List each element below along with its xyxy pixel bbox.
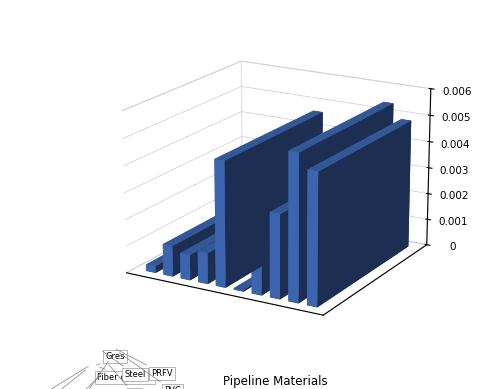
Text: Steel: Steel bbox=[102, 351, 146, 379]
Text: Gres: Gres bbox=[96, 352, 124, 365]
Text: PVC: PVC bbox=[120, 353, 181, 389]
Text: PP: PP bbox=[64, 361, 108, 389]
Text: Reinforced cement
concrete: Reinforced cement concrete bbox=[0, 366, 88, 389]
Text: PE: PE bbox=[108, 364, 140, 389]
Text: Unreinforced concrete: Unreinforced concrete bbox=[0, 370, 86, 389]
Text: Iron cast: Iron cast bbox=[30, 374, 102, 389]
Text: Fiber cement: Fiber cement bbox=[97, 367, 152, 382]
Text: PRFV: PRFV bbox=[116, 349, 173, 378]
Text: Pipeline Materials: Pipeline Materials bbox=[222, 375, 328, 388]
